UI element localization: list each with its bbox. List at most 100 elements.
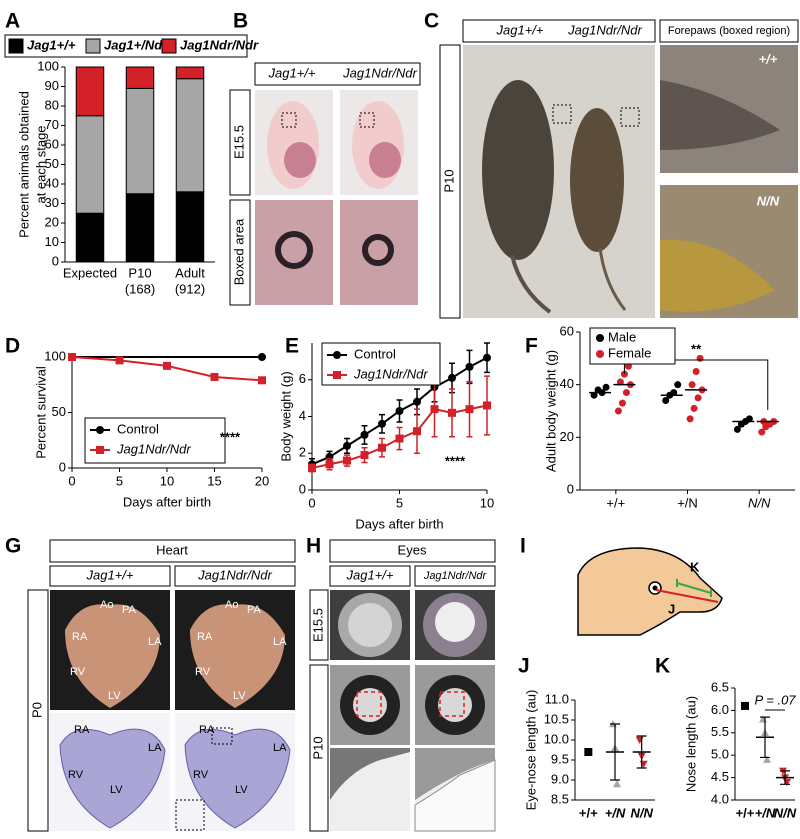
- error-bar: [780, 770, 790, 785]
- y-tick-label: 50: [45, 156, 59, 171]
- boxed-region: [552, 104, 572, 124]
- tail: [598, 247, 627, 311]
- marker: [413, 427, 421, 436]
- marker: [614, 407, 622, 415]
- legend-label: Jag1Ndr/Ndr: [180, 37, 259, 52]
- y-tick-label: 0: [299, 481, 306, 496]
- marker: [343, 441, 351, 450]
- error-bar: [760, 716, 770, 759]
- bar-segment: [175, 78, 205, 193]
- y-tick-label: 60: [560, 323, 574, 338]
- legend-label: Jag1Ndr/Ndr: [116, 441, 191, 456]
- y-tick-label: 0: [52, 253, 59, 268]
- y-tick-label: 90: [45, 78, 59, 93]
- y-tick-label: 0: [59, 459, 66, 474]
- anatomy-label: PA: [122, 604, 137, 616]
- y-tick-label: 9.5: [551, 751, 569, 766]
- x-tick-label: 15: [207, 473, 221, 488]
- y-tick-label: 70: [45, 117, 59, 132]
- marker: [686, 415, 694, 423]
- panel-letter: E: [285, 335, 299, 358]
- bar-segment: [75, 115, 105, 214]
- panel-letter: G: [5, 535, 21, 558]
- marker: [448, 373, 456, 382]
- x-axis-label: Days after birth: [355, 516, 443, 531]
- anatomy-label: RA: [74, 724, 90, 736]
- y-tick-label: 4.0: [711, 791, 729, 806]
- y-tick-label: 80: [45, 97, 59, 112]
- lens-edge: [415, 748, 495, 800]
- x-tick-note: (168): [125, 281, 155, 296]
- x-tick-label: +/+: [736, 805, 755, 820]
- embryo-liver: [284, 142, 316, 178]
- marker: [395, 406, 404, 415]
- boxed-region: [281, 112, 297, 128]
- y-tick-label: 11.0: [545, 691, 569, 706]
- anatomy-label: RV: [68, 769, 84, 781]
- anatomy-label: RV: [70, 666, 86, 678]
- row-label: E15.5: [310, 608, 325, 642]
- header: Jag1+/+: [268, 65, 316, 80]
- bar-segment: [125, 66, 155, 89]
- y-tick-label: 5.5: [711, 724, 729, 739]
- header-box: [174, 565, 296, 587]
- marker: [483, 353, 491, 362]
- anatomy-label: RA: [199, 724, 215, 736]
- anatomy-label: RA: [72, 631, 88, 643]
- marker: [378, 419, 386, 428]
- y-tick-label: 5.0: [711, 747, 729, 762]
- marker: [620, 370, 628, 378]
- marker: [662, 396, 670, 404]
- anatomy-label: LV: [108, 690, 121, 702]
- legend-swatch: [85, 38, 101, 54]
- mouse: [570, 108, 624, 252]
- x-axis-label: Days after birth: [123, 494, 211, 509]
- panel-h: H Eyes Jag1+/+ Jag1Ndr/Ndr E15.5 P10: [306, 535, 496, 832]
- panel-letter: C: [424, 10, 439, 33]
- row-label-box: [229, 89, 251, 196]
- legend-label: Jag1+/+: [27, 37, 76, 52]
- marker: [465, 362, 474, 371]
- panel-b: B Jag1+/+ Jag1Ndr/Ndr E15.5 Boxed area: [229, 10, 421, 306]
- panel-c: C Jag1+/+ Jag1Ndr/Ndr Forepaws (boxed re…: [424, 10, 799, 319]
- anatomy-label: RA: [197, 631, 213, 643]
- marker: [258, 353, 266, 361]
- marker: [688, 381, 696, 389]
- heart-section: [59, 728, 166, 829]
- y-tick-label: 10: [45, 234, 59, 249]
- x-tick-label: N/N: [774, 805, 797, 820]
- y-tick-label: 9.0: [551, 771, 569, 786]
- header-box: [329, 539, 496, 563]
- bar-segment: [125, 193, 155, 263]
- marker: [448, 408, 456, 417]
- y-tick-label: 8.5: [551, 791, 569, 806]
- marker: [616, 378, 624, 386]
- boxed-region: [211, 727, 233, 745]
- marker: [430, 405, 439, 414]
- y-tick-label: 10.5: [544, 711, 569, 726]
- bar-segment: [75, 66, 105, 117]
- boxed-area-photo: [255, 200, 333, 305]
- y-axis-label: Nose length (au): [683, 696, 698, 792]
- y-tick-label: 6.0: [711, 702, 729, 717]
- marker: [674, 381, 682, 389]
- header-box: [659, 19, 799, 43]
- y-tick-label: 4.5: [711, 769, 729, 784]
- panel-g: G Heart Jag1+/+ Jag1Ndr/Ndr P0: [5, 535, 296, 832]
- marker: [378, 443, 386, 452]
- y-tick-label: 30: [45, 195, 59, 210]
- header-box: [329, 565, 411, 587]
- bar-segment: [175, 66, 205, 80]
- eye-ring: [362, 234, 394, 266]
- marker: [590, 391, 598, 399]
- x-tick-label: 10: [480, 495, 494, 510]
- marker: [163, 361, 171, 370]
- marker: [465, 405, 474, 414]
- x-tick-label: 0: [308, 495, 315, 510]
- legend-box: [589, 327, 676, 365]
- marker: [635, 736, 644, 744]
- y-tick-label: 60: [45, 136, 59, 151]
- x-tick-label: 5: [396, 495, 403, 510]
- header: Jag1Ndr/Ndr: [567, 22, 642, 37]
- x-tick-label: +/N: [677, 495, 698, 510]
